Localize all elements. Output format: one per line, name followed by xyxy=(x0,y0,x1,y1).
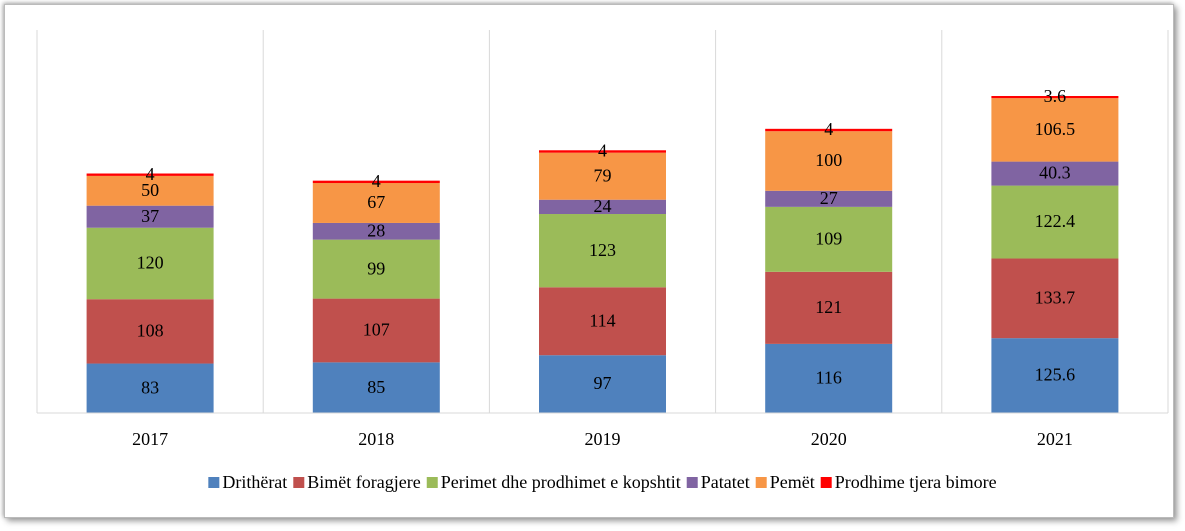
bar-segment xyxy=(312,362,440,413)
data-label: 108 xyxy=(137,321,164,341)
x-tick-label: 2017 xyxy=(132,429,168,449)
bar-segment xyxy=(312,180,440,184)
legend-label: Bimët foragjere xyxy=(307,472,420,492)
x-tick-label: 2018 xyxy=(358,429,394,449)
data-label: 67 xyxy=(367,192,385,212)
data-label: 100 xyxy=(815,150,842,170)
legend-label: Drithërat xyxy=(222,472,287,492)
bar-segment xyxy=(86,299,214,364)
data-label: 83 xyxy=(141,377,159,397)
bar-segment xyxy=(539,152,666,200)
bar-segment xyxy=(765,128,893,132)
bar-segment xyxy=(991,98,1119,162)
data-label: 107 xyxy=(363,320,390,340)
bar-segment xyxy=(765,190,893,207)
bar-segment xyxy=(539,150,666,153)
data-label: 79 xyxy=(594,165,612,185)
bar-segment xyxy=(539,287,666,356)
data-label: 122.4 xyxy=(1035,211,1076,231)
bar-segment xyxy=(991,161,1119,186)
x-tick-label: 2020 xyxy=(811,429,847,449)
bar-segment xyxy=(86,205,214,228)
data-label: 4 xyxy=(146,164,155,184)
bar-segment xyxy=(765,131,893,191)
bar-segment xyxy=(86,175,214,206)
bar-segment xyxy=(312,222,440,240)
data-label: 37 xyxy=(141,206,159,226)
legend-swatch xyxy=(426,477,438,488)
bar-segment xyxy=(312,183,440,223)
bar-segment xyxy=(539,199,666,215)
data-label: 109 xyxy=(815,228,842,248)
data-label: 120 xyxy=(137,253,164,273)
legend-swatch xyxy=(686,477,698,488)
data-label: 40.3 xyxy=(1039,163,1071,183)
legend-swatch xyxy=(755,477,767,488)
bar-segment xyxy=(312,298,440,363)
data-label: 121 xyxy=(815,297,842,317)
data-label: 114 xyxy=(589,310,615,330)
bar-segment xyxy=(991,96,1119,99)
legend-swatch xyxy=(820,477,832,488)
data-label: 3.6 xyxy=(1044,86,1067,106)
data-label: 4 xyxy=(824,119,833,139)
data-label: 99 xyxy=(367,258,385,278)
data-label: 125.6 xyxy=(1035,365,1076,385)
data-label: 4 xyxy=(598,141,607,161)
x-tick-label: 2019 xyxy=(585,429,621,449)
data-label: 123 xyxy=(589,240,616,260)
bar-segment xyxy=(991,185,1119,259)
data-label: 106.5 xyxy=(1035,119,1076,139)
bar-segment xyxy=(765,271,893,344)
bar-segment xyxy=(991,258,1119,339)
bar-segment xyxy=(86,173,214,176)
bar-segment xyxy=(765,206,893,272)
bar-segment xyxy=(539,355,666,413)
data-label: 4 xyxy=(372,171,381,191)
bar-segment xyxy=(539,214,666,288)
legend-swatch xyxy=(293,477,305,488)
legend-label: Pemët xyxy=(770,472,815,492)
legend-label: Perimet dhe prodhimet e kopshtit xyxy=(441,472,681,492)
data-label: 85 xyxy=(367,377,385,397)
data-label: 133.7 xyxy=(1035,287,1076,307)
data-label: 97 xyxy=(594,373,612,393)
data-label: 116 xyxy=(816,368,842,388)
data-label: 27 xyxy=(820,188,838,208)
bar-segment xyxy=(86,363,214,413)
data-label: 50 xyxy=(141,180,159,200)
data-label: 24 xyxy=(594,196,612,216)
x-tick-label: 2021 xyxy=(1037,429,1073,449)
bar-segment xyxy=(312,239,440,299)
data-label: 28 xyxy=(367,220,385,240)
legend-swatch xyxy=(208,477,220,488)
legend-label: Patatet xyxy=(701,472,750,492)
legend-label: Prodhime tjera bimore xyxy=(835,472,997,492)
bar-segment xyxy=(991,338,1119,413)
bar-segment xyxy=(765,343,893,413)
bar-segment xyxy=(86,227,214,300)
